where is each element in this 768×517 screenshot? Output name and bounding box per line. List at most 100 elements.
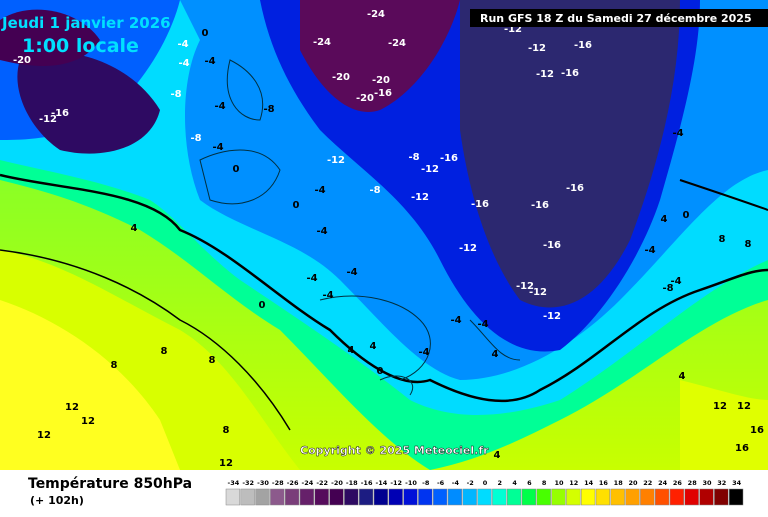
legend-label: -32	[242, 479, 254, 487]
map-label: -8	[190, 133, 201, 144]
map-label: 0	[259, 300, 266, 311]
legend-swatch	[566, 488, 581, 506]
map-label: -4	[670, 276, 681, 287]
legend-label: -28	[272, 479, 284, 487]
map-label: -16	[543, 240, 561, 251]
map-label: -4	[214, 101, 225, 112]
map-label: -12	[39, 114, 57, 125]
legend-label: -12	[390, 479, 402, 487]
field-purple	[300, 0, 460, 112]
legend-label: 14	[584, 479, 594, 487]
legend-swatch	[358, 488, 374, 506]
map-label: -16	[566, 183, 584, 194]
legend-label: 16	[599, 479, 609, 487]
legend-label: 32	[717, 479, 726, 487]
legend-swatch	[728, 488, 744, 506]
legend-label: -14	[376, 479, 388, 487]
map-label: -4	[644, 245, 655, 256]
map-label: 12	[737, 401, 751, 412]
map-label: -16	[531, 200, 549, 211]
map-label: -4	[212, 142, 223, 153]
map-label: 0	[233, 164, 240, 175]
legend-swatch	[640, 488, 655, 506]
legend-label: -34	[228, 479, 240, 487]
legend-swatch	[595, 488, 611, 506]
map-label: -16	[51, 108, 69, 119]
map-label: -4	[450, 315, 461, 326]
copyright: Copyright © 2025 Meteociel.fr	[300, 444, 489, 457]
map-label: -12	[421, 164, 439, 175]
map-label: 8	[209, 355, 216, 366]
map-label: -4	[322, 290, 333, 301]
map-label: -4	[306, 273, 317, 284]
map-label: -4	[672, 128, 683, 139]
map-label: -4	[316, 226, 327, 237]
map-label: -8	[408, 152, 419, 163]
legend-swatch	[270, 488, 285, 506]
map-label: 12	[81, 416, 95, 427]
legend-swatch	[551, 488, 566, 506]
map-label: 16	[750, 425, 764, 436]
legend-label: -24	[302, 479, 314, 487]
legend-label: 0	[483, 479, 488, 487]
forecast-date: Jeudi 1 janvier 2026	[1, 14, 171, 32]
legend-swatch	[344, 488, 359, 506]
legend-label: -4	[452, 479, 460, 487]
map-label: 8	[111, 360, 118, 371]
map-label: -4	[204, 56, 215, 67]
map-label: 12	[65, 402, 79, 413]
map-label: 0	[683, 210, 690, 221]
legend-swatch	[610, 488, 625, 506]
map-label: 8	[719, 234, 726, 245]
map-label: 16	[735, 443, 749, 454]
legend-swatch	[299, 488, 315, 506]
legend-swatch	[462, 488, 477, 506]
legend-label: 20	[628, 479, 638, 487]
legend-swatch	[536, 488, 551, 506]
map-label: 12	[219, 458, 233, 469]
map-labels: -20-12-16-8-4-40-4-8-4-40-12-24-24-24-20…	[13, 9, 764, 469]
map-label: -8	[263, 104, 274, 115]
legend-label: 18	[614, 479, 624, 487]
legend-swatch	[240, 488, 255, 506]
legend-swatch	[403, 488, 418, 506]
legend-swatch	[699, 488, 714, 506]
legend-swatch	[625, 488, 640, 506]
map-label: 4	[348, 345, 355, 356]
map-label: -8	[662, 283, 673, 294]
field-navy	[460, 0, 680, 308]
legend-label: -10	[405, 479, 417, 487]
legend-label: 10	[554, 479, 564, 487]
legend-swatch	[373, 488, 389, 506]
run-box	[470, 9, 768, 27]
legend-label: 28	[688, 479, 698, 487]
map-label: 4	[679, 371, 686, 382]
map-label: 4	[131, 223, 138, 234]
legend-label: 4	[512, 479, 517, 487]
map-label: -4	[418, 347, 429, 358]
legend-swatch	[684, 488, 699, 506]
map-label: -20	[332, 72, 350, 83]
legend-label: -20	[331, 479, 343, 487]
map-label: -8	[170, 89, 181, 100]
map-label: -12	[411, 192, 429, 203]
map-label: -8	[369, 185, 380, 196]
map-label: -20	[356, 93, 374, 104]
map-label: 8	[745, 239, 752, 250]
legend-swatch	[432, 488, 448, 506]
legend: -34 -32 -30 -28 -26 -24 -22 -20 -18 -16 -14 -12 -10-…	[225, 479, 744, 506]
legend-swatch	[447, 488, 463, 506]
legend-swatch	[580, 488, 596, 506]
map-label: -16	[374, 88, 392, 99]
legend-swatch	[314, 488, 329, 506]
legend-label: 34	[732, 479, 742, 487]
field-warm3	[680, 380, 768, 470]
field-purple-w2	[0, 9, 100, 66]
legend-label: -22	[316, 479, 328, 487]
footer-lead: (+ 102h)	[30, 494, 84, 507]
legend-label: 26	[673, 479, 683, 487]
legend-swatch	[225, 488, 241, 506]
legend-label: 8	[542, 479, 547, 487]
